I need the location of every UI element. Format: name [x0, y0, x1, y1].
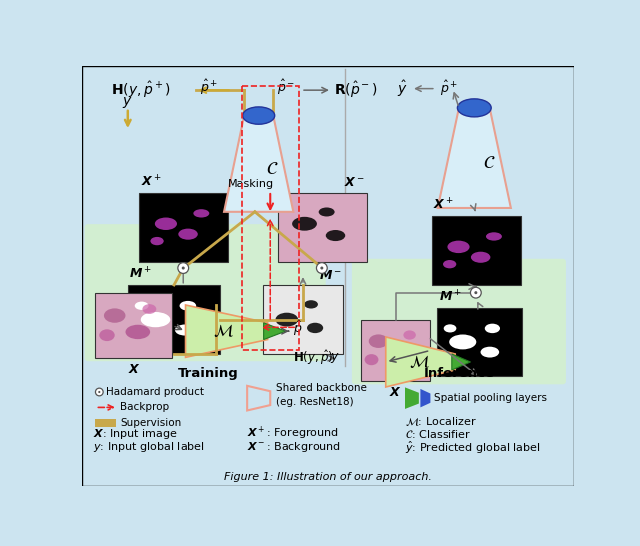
- Circle shape: [95, 388, 103, 396]
- Circle shape: [178, 263, 189, 274]
- FancyBboxPatch shape: [82, 66, 575, 486]
- Ellipse shape: [319, 207, 335, 216]
- Polygon shape: [224, 116, 293, 212]
- Text: $\mathbf{H}(y,\hat{p})$: $\mathbf{H}(y,\hat{p})$: [293, 348, 334, 367]
- Text: $\mathcal{M}$: $\mathcal{M}$: [213, 322, 234, 340]
- Text: $\mathcal{C}$: $\mathcal{C}$: [266, 159, 279, 177]
- Ellipse shape: [443, 260, 456, 268]
- Text: $\boldsymbol{X}^-$: Background: $\boldsymbol{X}^-$: Background: [247, 441, 341, 454]
- Polygon shape: [386, 337, 455, 387]
- Text: Masking: Masking: [228, 179, 274, 189]
- Circle shape: [474, 291, 477, 294]
- FancyBboxPatch shape: [432, 216, 520, 285]
- Ellipse shape: [179, 229, 198, 240]
- Ellipse shape: [292, 217, 317, 230]
- FancyBboxPatch shape: [84, 224, 326, 361]
- Ellipse shape: [150, 237, 164, 245]
- Text: $\mathbf{H}(y,\hat{p}^+)$: $\mathbf{H}(y,\hat{p}^+)$: [111, 80, 171, 100]
- FancyBboxPatch shape: [278, 193, 367, 262]
- Ellipse shape: [388, 350, 410, 363]
- Ellipse shape: [486, 232, 502, 241]
- Text: $\boldsymbol{X}^+$: $\boldsymbol{X}^+$: [141, 174, 161, 189]
- FancyBboxPatch shape: [140, 193, 228, 262]
- Ellipse shape: [481, 347, 499, 358]
- Polygon shape: [186, 305, 268, 357]
- Circle shape: [98, 391, 100, 393]
- Text: $\mathcal{M}$: $\mathcal{M}$: [409, 353, 430, 371]
- Text: $y$: $y$: [330, 351, 339, 365]
- Text: $\mathcal{C}$: Classifier: $\mathcal{C}$: Classifier: [405, 428, 472, 440]
- Text: $\boldsymbol{X}$: $\boldsymbol{X}$: [127, 363, 140, 376]
- Circle shape: [321, 266, 323, 270]
- Ellipse shape: [369, 334, 388, 348]
- FancyBboxPatch shape: [128, 285, 220, 354]
- Circle shape: [470, 287, 481, 298]
- Polygon shape: [452, 354, 470, 370]
- Ellipse shape: [304, 300, 318, 308]
- Ellipse shape: [365, 354, 378, 365]
- Text: Spatial pooling layers: Spatial pooling layers: [435, 393, 547, 403]
- Text: $\hat{p}^-$: $\hat{p}^-$: [276, 78, 295, 97]
- Text: Backprop: Backprop: [120, 402, 169, 412]
- Text: $y$: Input global label: $y$: Input global label: [93, 441, 205, 454]
- Text: $\boldsymbol{M}^+$: $\boldsymbol{M}^+$: [439, 290, 461, 305]
- Text: $\boldsymbol{X}$: Input image: $\boldsymbol{X}$: Input image: [93, 426, 178, 441]
- Text: $y$: $y$: [122, 95, 133, 110]
- Text: $\boldsymbol{M}^-$: $\boldsymbol{M}^-$: [319, 269, 342, 282]
- Ellipse shape: [155, 217, 177, 230]
- Ellipse shape: [444, 324, 456, 333]
- Ellipse shape: [447, 241, 470, 253]
- Text: $\mathcal{C}$: $\mathcal{C}$: [483, 154, 496, 172]
- FancyBboxPatch shape: [95, 293, 172, 358]
- Text: $\boldsymbol{X}^+$: Foreground: $\boldsymbol{X}^+$: Foreground: [247, 425, 339, 442]
- Ellipse shape: [143, 304, 156, 314]
- Ellipse shape: [326, 230, 345, 241]
- Ellipse shape: [193, 209, 209, 217]
- Text: $\boldsymbol{X}^-$: $\boldsymbol{X}^-$: [344, 176, 365, 189]
- Ellipse shape: [180, 301, 196, 311]
- Polygon shape: [405, 387, 419, 409]
- Polygon shape: [420, 389, 431, 407]
- Ellipse shape: [307, 323, 323, 333]
- Text: $\mathcal{M}$: Localizer: $\mathcal{M}$: Localizer: [405, 415, 477, 428]
- FancyBboxPatch shape: [262, 285, 344, 354]
- Text: Figure 1: Illustration of our approach.: Figure 1: Illustration of our approach.: [224, 472, 432, 482]
- Ellipse shape: [403, 330, 416, 340]
- Text: Shared backbone
(eg. ResNet18): Shared backbone (eg. ResNet18): [276, 383, 367, 407]
- FancyBboxPatch shape: [352, 259, 566, 384]
- Text: Hadamard product: Hadamard product: [106, 387, 204, 397]
- Ellipse shape: [125, 325, 150, 339]
- Ellipse shape: [104, 308, 125, 323]
- Text: $\hat{p}^+$: $\hat{p}^+$: [200, 78, 218, 97]
- Ellipse shape: [449, 335, 476, 349]
- Text: $\mathbf{R}(\hat{p}^-)$: $\mathbf{R}(\hat{p}^-)$: [334, 80, 378, 100]
- Text: $\hat{y}$: Predicted global label: $\hat{y}$: Predicted global label: [405, 439, 541, 455]
- Ellipse shape: [175, 324, 195, 336]
- FancyBboxPatch shape: [437, 308, 522, 376]
- Ellipse shape: [99, 329, 115, 341]
- Ellipse shape: [275, 313, 298, 327]
- Polygon shape: [438, 108, 511, 208]
- FancyBboxPatch shape: [361, 319, 431, 381]
- Circle shape: [182, 266, 185, 270]
- Text: $\boldsymbol{X}$: $\boldsymbol{X}$: [389, 386, 402, 399]
- FancyBboxPatch shape: [95, 419, 116, 426]
- Text: Training: Training: [179, 367, 239, 381]
- Ellipse shape: [243, 107, 275, 124]
- Ellipse shape: [458, 99, 491, 117]
- Circle shape: [316, 263, 327, 274]
- Text: $\boldsymbol{M}^+$: $\boldsymbol{M}^+$: [129, 266, 152, 282]
- Text: $\hat{y}$: $\hat{y}$: [397, 79, 407, 99]
- Ellipse shape: [141, 312, 170, 327]
- Text: $\hat{p}$: $\hat{p}$: [293, 319, 303, 339]
- Text: $\boldsymbol{X}^+$: $\boldsymbol{X}^+$: [433, 197, 454, 212]
- Polygon shape: [264, 323, 285, 340]
- Text: $\hat{p}^+$: $\hat{p}^+$: [440, 79, 458, 98]
- Ellipse shape: [135, 301, 148, 310]
- Text: Supervision: Supervision: [120, 418, 181, 428]
- Text: Inference: Inference: [424, 367, 494, 381]
- Ellipse shape: [484, 324, 500, 333]
- Ellipse shape: [471, 252, 490, 263]
